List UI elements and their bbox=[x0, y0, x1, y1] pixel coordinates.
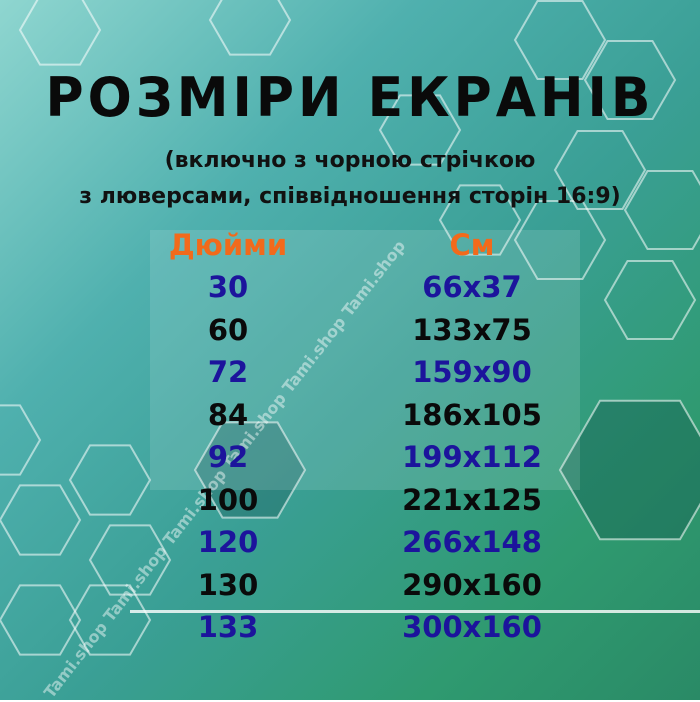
hexagon-shape bbox=[193, 421, 307, 519]
cell-inches: 100 bbox=[197, 482, 259, 517]
cell-inches: 84 bbox=[207, 397, 249, 432]
hexagon-shape bbox=[0, 404, 42, 476]
hexagon-shape bbox=[438, 184, 522, 256]
hexagon-shape bbox=[18, 0, 102, 66]
page-title: РОЗМІРИ ЕКРАНІВ bbox=[45, 66, 655, 130]
panel-shape bbox=[150, 230, 580, 490]
cell-inches: 120 bbox=[197, 525, 259, 559]
hexagon-shape bbox=[208, 0, 292, 56]
hexagon-shape bbox=[553, 130, 647, 210]
header-inches: Дюйми bbox=[168, 228, 288, 262]
hexagon-shape bbox=[513, 0, 607, 80]
hexagon-shape bbox=[68, 584, 152, 656]
cell-cm: 186x105 bbox=[402, 397, 542, 432]
cell-inches: 72 bbox=[207, 355, 249, 389]
hexagon-shape bbox=[513, 200, 607, 280]
header-cm: См bbox=[449, 228, 495, 262]
cell-inches: 92 bbox=[207, 440, 249, 474]
cell-cm: 300x160 bbox=[402, 610, 542, 644]
cell-cm: 290x160 bbox=[402, 567, 542, 602]
hexagon-shape bbox=[583, 40, 677, 120]
subtitle-line-2: з люверсами, співвідношення сторін 16:9) bbox=[79, 184, 621, 209]
hexagon-shape bbox=[0, 484, 82, 556]
cell-inches: 60 bbox=[207, 312, 249, 347]
hexagon-shape bbox=[0, 584, 82, 656]
cell-cm: 221x125 bbox=[402, 482, 542, 517]
light-streak bbox=[130, 610, 700, 613]
subtitle-line-1: (включно з чорною стрічкою bbox=[164, 148, 536, 173]
hexagon-shape bbox=[558, 399, 700, 541]
hexagon-shape bbox=[378, 94, 462, 166]
cell-inches: 30 bbox=[207, 270, 249, 304]
cell-cm: 266x148 bbox=[402, 525, 542, 559]
cell-inches: 133 bbox=[197, 610, 259, 644]
cell-inches: 130 bbox=[197, 567, 259, 602]
cell-cm: 199x112 bbox=[402, 440, 542, 474]
cell-cm: 66x37 bbox=[422, 270, 522, 304]
hexagon-shape bbox=[603, 260, 697, 340]
hexagon-shape bbox=[68, 444, 152, 516]
cell-cm: 133x75 bbox=[412, 312, 532, 347]
cell-cm: 159x90 bbox=[412, 355, 532, 389]
hexagon-shape bbox=[623, 170, 700, 250]
hexagon-shape bbox=[88, 524, 172, 596]
